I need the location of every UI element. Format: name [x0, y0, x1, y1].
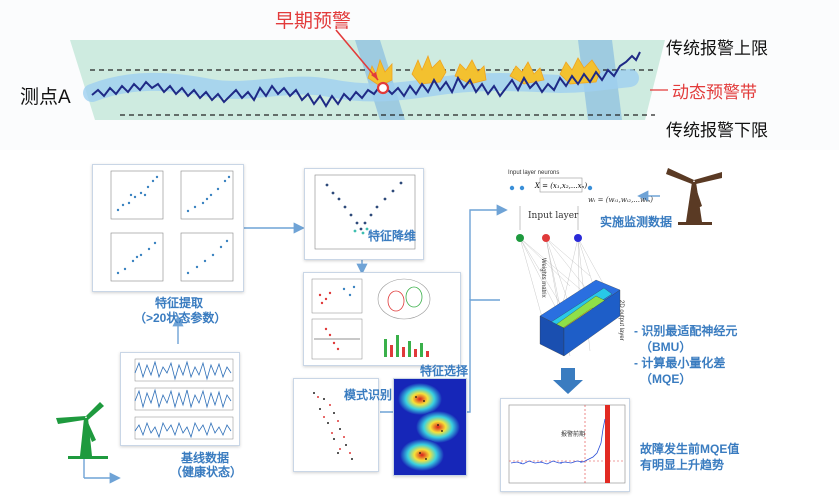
early-warning-arrow [335, 29, 379, 81]
feature-extraction-panel [92, 164, 244, 292]
sensor-trend-diagram [70, 29, 668, 120]
som-network-diagram: X = (x₁,x₂,...xₙ) [509, 177, 621, 357]
baseline-data-subtitle: （健康状态） [170, 465, 243, 479]
svg-text:X = (x₁,x₂,...xₙ): X = (x₁,x₂,...xₙ) [534, 182, 587, 190]
realtime-data-label: 实施监测数据 [600, 215, 673, 229]
som-step2: - 计算最小量化差 [634, 356, 726, 370]
weight-formula: wᵢ = (wᵢ₁,wᵢ₂,...wᵢₙ) [588, 196, 653, 204]
lower-limit-label: 传统报警下限 [666, 121, 768, 140]
sensor-signal [91, 51, 641, 108]
early-warning-point [376, 81, 390, 95]
feature-reduction-label: 特征降维 [368, 229, 417, 243]
feature-extraction-subtitle: （>20状态参数） [134, 311, 227, 325]
point-label: 测点A [20, 87, 71, 108]
output-layer-caption: 2D output layer [618, 300, 624, 341]
mqe-chart-annotation: 报警前期 [561, 432, 586, 438]
upper-limit-label: 传统报警上限 [666, 39, 768, 58]
feature-extraction-title: 特征提取 [155, 296, 204, 310]
pattern-scatter-panel [293, 378, 379, 472]
feature-reduction-panel [304, 168, 424, 260]
som-step2-sub: （MQE） [640, 372, 692, 386]
early-warning-label: 早期预警 [275, 11, 352, 32]
pattern-recognition-label: 模式识别 [344, 388, 393, 402]
wind-turbine-brown-icon [666, 168, 722, 225]
dynamic-band-label: 动态预警带 [672, 83, 757, 102]
mqe-result-panel: 报警前期 [500, 398, 630, 492]
input-neurons-caption: Input layer neurons [508, 170, 560, 176]
som-to-result-arrow [553, 368, 583, 394]
wind-turbine-green-icon [56, 402, 108, 459]
feature-selection-panel [303, 272, 461, 366]
baseline-data-panel [120, 352, 240, 446]
result-line2: 有明显上升趋势 [640, 458, 725, 472]
som-step1-sub: （BMU） [640, 340, 692, 354]
som-step1: - 识别最适配神经元 [634, 324, 738, 338]
feature-selection-label: 特征选择 [420, 364, 469, 378]
weights-matrix-caption: Weights matrix [540, 258, 546, 298]
pattern-heatmap-panel [393, 378, 467, 476]
baseline-data-title: 基线数据 [181, 451, 230, 465]
alarm-bursts [367, 54, 601, 87]
input-layer-caption: Input layer [528, 211, 579, 221]
result-line1: 故障发生前MQE值 [640, 442, 740, 456]
connector-to-input [469, 204, 508, 300]
